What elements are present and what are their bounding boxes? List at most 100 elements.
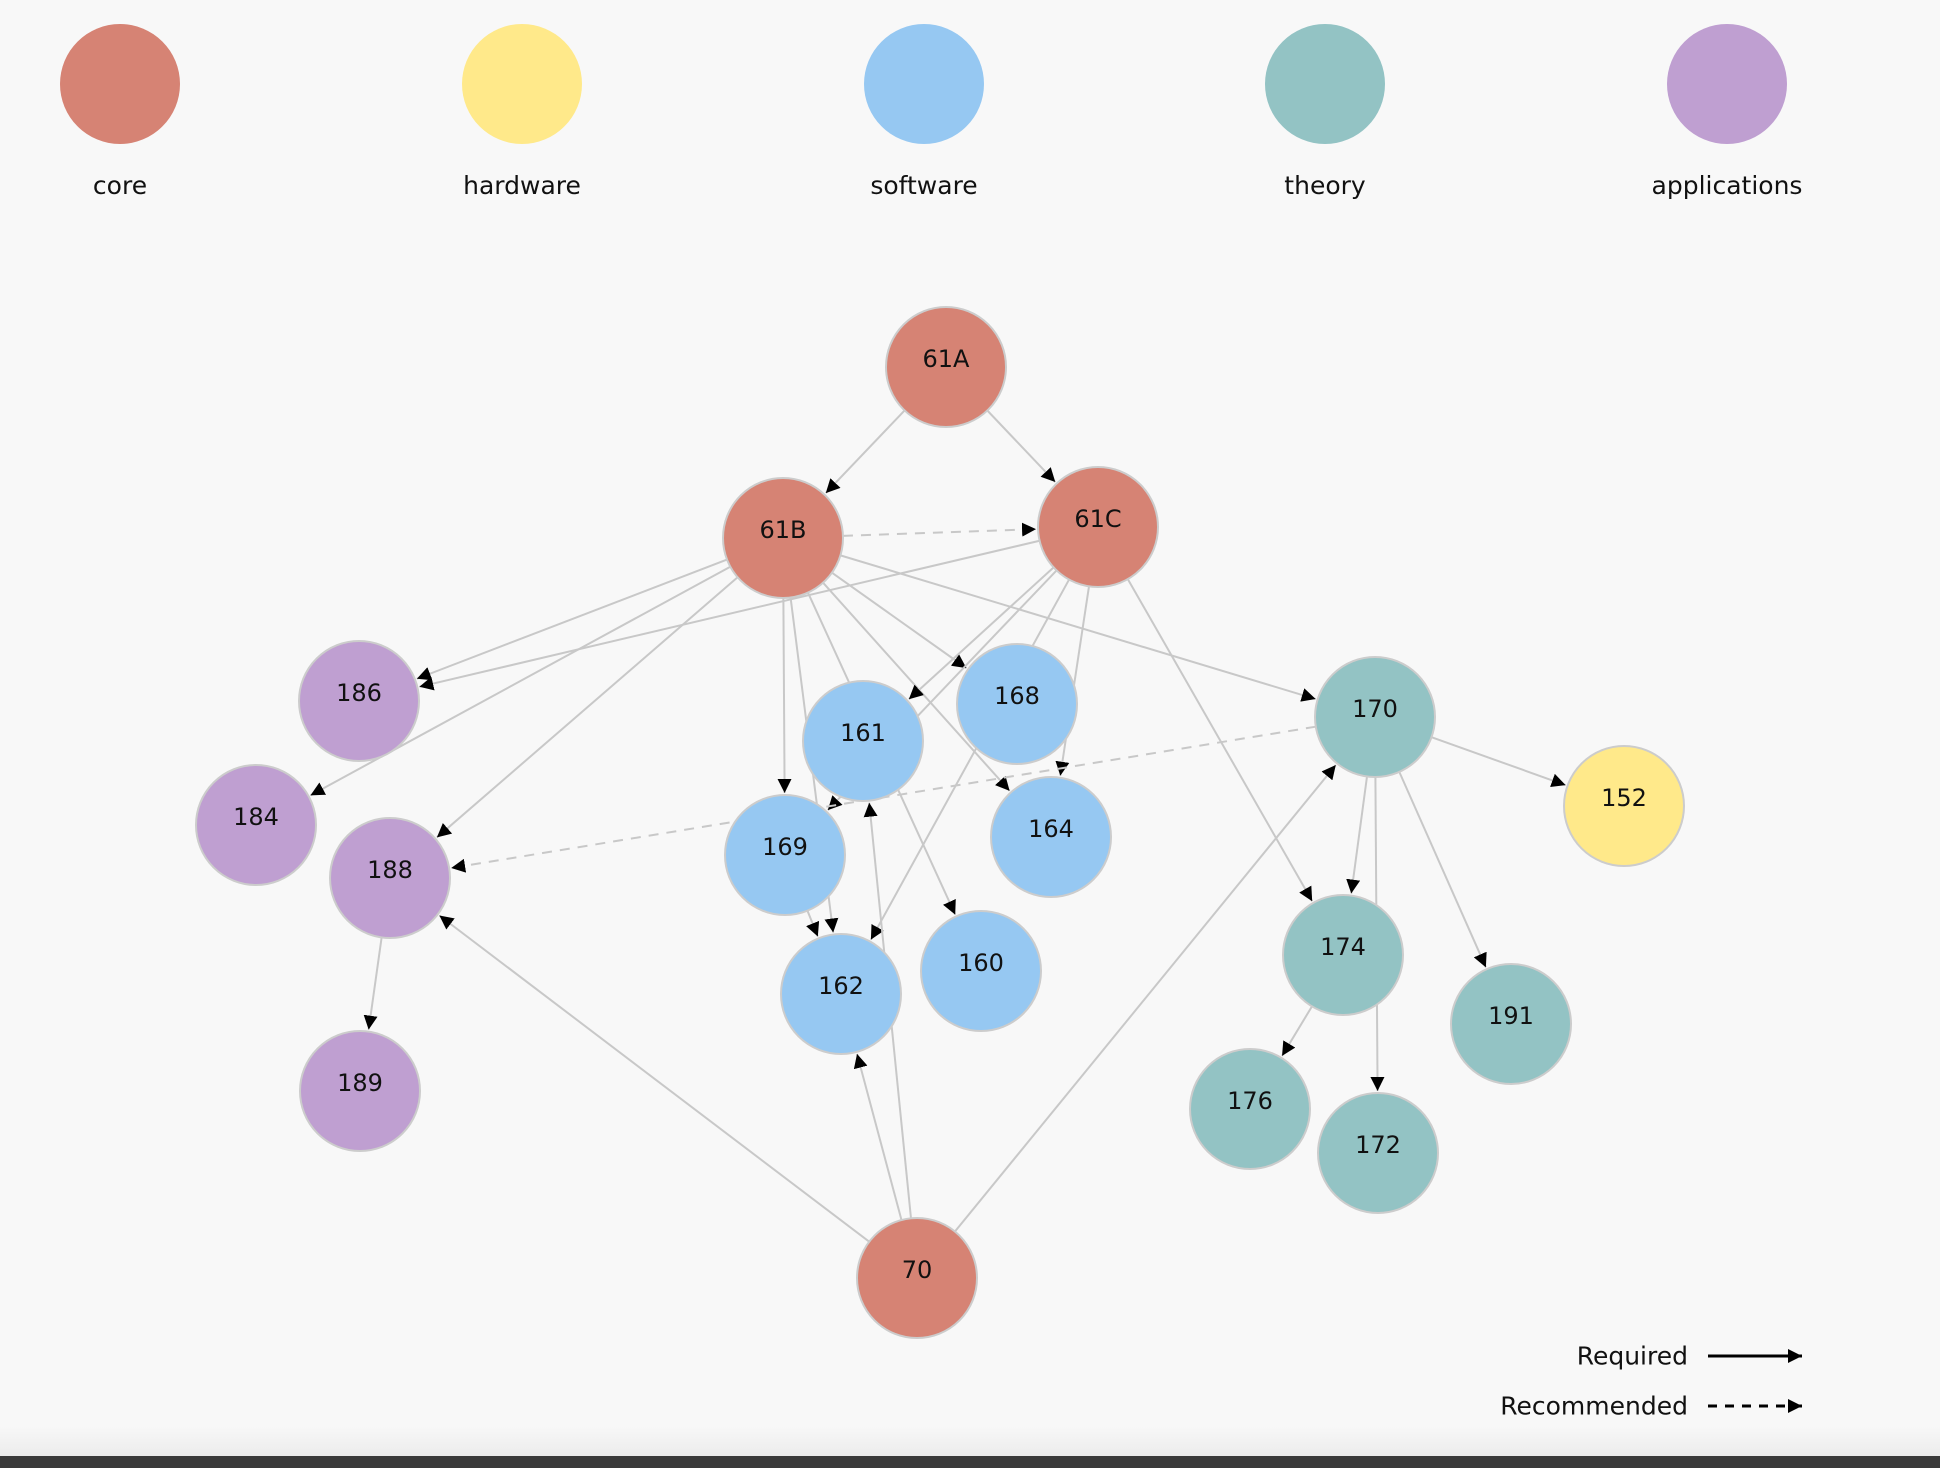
edge-61C-162 xyxy=(870,579,1070,941)
edge-170-152 xyxy=(1431,736,1566,788)
node-circle[interactable] xyxy=(802,680,924,802)
node-168[interactable]: 168 xyxy=(956,643,1078,765)
node-label: 186 xyxy=(336,679,382,707)
node-label: 162 xyxy=(818,972,864,1000)
node-circle[interactable] xyxy=(1563,745,1685,867)
node-label: 164 xyxy=(1028,815,1074,843)
node-circle[interactable] xyxy=(990,776,1112,898)
node-label: 172 xyxy=(1355,1131,1401,1159)
edge-61B-188 xyxy=(436,576,739,839)
edge-type-key: Required Recommended xyxy=(1500,1342,1802,1421)
legend-item-hardware: hardware xyxy=(462,24,582,200)
edge-61B-170 xyxy=(840,554,1316,702)
node-circle[interactable] xyxy=(724,794,846,916)
node-circle[interactable] xyxy=(780,933,902,1055)
node-160[interactable]: 160 xyxy=(920,910,1042,1032)
legend-swatch-core xyxy=(60,24,180,144)
node-172[interactable]: 172 xyxy=(1317,1092,1439,1214)
node-circle[interactable] xyxy=(920,910,1042,1032)
node-circle[interactable] xyxy=(329,817,451,939)
legend-swatch-software xyxy=(864,24,984,144)
legend-swatch-applications xyxy=(1667,24,1787,144)
edge-61C-186 xyxy=(419,539,1040,691)
edge-70-188 xyxy=(438,914,870,1243)
legend-item-core: core xyxy=(60,24,180,200)
node-label: 61A xyxy=(923,345,971,373)
node-label: 184 xyxy=(233,803,279,831)
node-label: 160 xyxy=(958,949,1004,977)
legend-swatch-theory xyxy=(1265,24,1385,144)
edge-61B-61C xyxy=(842,522,1037,537)
node-174[interactable]: 174 xyxy=(1282,894,1404,1016)
edge-61B-186 xyxy=(416,558,728,681)
node-circle[interactable] xyxy=(722,477,844,599)
legend-item-software: software xyxy=(864,24,984,200)
edge-61B-168 xyxy=(831,571,968,669)
node-label: 188 xyxy=(367,856,413,884)
node-circle[interactable] xyxy=(856,1217,978,1339)
node-label: 189 xyxy=(337,1069,383,1097)
edge-188-189 xyxy=(363,937,383,1030)
node-70[interactable]: 70 xyxy=(856,1217,978,1339)
edge-61C-174 xyxy=(1126,578,1314,902)
node-61B[interactable]: 61B xyxy=(722,477,844,599)
node-61A[interactable]: 61A xyxy=(885,306,1007,428)
edge-170-191 xyxy=(1398,771,1487,968)
legend-item-applications: applications xyxy=(1652,24,1803,200)
edge-61C-161 xyxy=(908,566,1055,700)
node-circle[interactable] xyxy=(1317,1092,1439,1214)
bottom-shade xyxy=(0,1426,1940,1456)
node-170[interactable]: 170 xyxy=(1314,656,1436,778)
node-label: 70 xyxy=(902,1256,933,1284)
node-label: 170 xyxy=(1352,695,1398,723)
category-legend: core hardware software theory applications xyxy=(60,24,1802,200)
node-161[interactable]: 161 xyxy=(802,680,924,802)
edge-61B-169 xyxy=(777,597,792,794)
node-label: 161 xyxy=(840,719,886,747)
node-label: 152 xyxy=(1601,784,1647,812)
node-circle[interactable] xyxy=(299,1030,421,1152)
node-label: 61C xyxy=(1074,505,1121,533)
node-label: 174 xyxy=(1320,933,1366,961)
node-152[interactable]: 152 xyxy=(1563,745,1685,867)
node-circle[interactable] xyxy=(1450,963,1572,1085)
node-184[interactable]: 184 xyxy=(195,764,317,886)
node-164[interactable]: 164 xyxy=(990,776,1112,898)
node-circle[interactable] xyxy=(195,764,317,886)
node-label: 176 xyxy=(1227,1087,1273,1115)
node-label: 169 xyxy=(762,833,808,861)
node-circle[interactable] xyxy=(885,306,1007,428)
node-189[interactable]: 189 xyxy=(299,1030,421,1152)
edge-70-170 xyxy=(954,764,1337,1233)
node-circle[interactable] xyxy=(1314,656,1436,778)
legend-label-core: core xyxy=(93,171,147,200)
node-label: 168 xyxy=(994,682,1040,710)
legend-label-software: software xyxy=(870,171,977,200)
bottom-bar xyxy=(0,1456,1940,1468)
node-circle[interactable] xyxy=(1282,894,1404,1016)
key-required-label: Required xyxy=(1577,1342,1688,1371)
key-recommended-label: Recommended xyxy=(1500,1392,1688,1421)
legend-label-hardware: hardware xyxy=(463,171,581,200)
node-188[interactable]: 188 xyxy=(329,817,451,939)
node-191[interactable]: 191 xyxy=(1450,963,1572,1085)
node-162[interactable]: 162 xyxy=(780,933,902,1055)
node-circle[interactable] xyxy=(298,640,420,762)
legend-label-theory: theory xyxy=(1284,171,1366,200)
legend-item-theory: theory xyxy=(1265,24,1385,200)
node-169[interactable]: 169 xyxy=(724,794,846,916)
edge-61C-164 xyxy=(1055,586,1090,776)
edge-61A-61B xyxy=(825,409,906,494)
node-label: 61B xyxy=(759,516,806,544)
node-176[interactable]: 176 xyxy=(1189,1048,1311,1170)
node-61C[interactable]: 61C xyxy=(1037,466,1159,588)
node-circle[interactable] xyxy=(1037,466,1159,588)
node-label: 191 xyxy=(1488,1002,1534,1030)
nodes: 61A 61B 61C 70 186 184 188 189 161 168 169 164 162 16… xyxy=(195,306,1685,1339)
legend-label-applications: applications xyxy=(1652,171,1803,200)
node-circle[interactable] xyxy=(1189,1048,1311,1170)
node-186[interactable]: 186 xyxy=(298,640,420,762)
node-circle[interactable] xyxy=(956,643,1078,765)
edge-170-174 xyxy=(1346,776,1368,894)
